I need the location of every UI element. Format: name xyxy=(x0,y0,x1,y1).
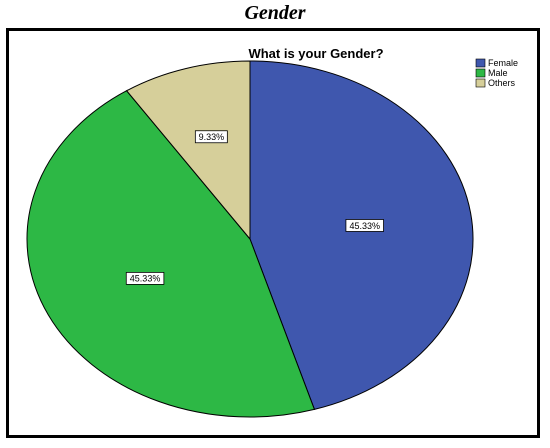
slice-label-female: 45.33% xyxy=(345,219,384,232)
legend-label-female: Female xyxy=(488,58,518,68)
pie-slice-others xyxy=(125,60,251,241)
legend-label-male: Male xyxy=(488,68,508,78)
legend-swatch-others xyxy=(475,78,486,88)
pie-slice-female xyxy=(249,60,474,410)
legend-label-others: Others xyxy=(488,78,516,88)
legend-swatch-female xyxy=(475,58,486,68)
slice-labels: 45.33% 45.33% 9.33% xyxy=(125,130,384,285)
chart-title: What is your Gender? xyxy=(248,46,383,61)
slice-label-text: 9.33% xyxy=(199,132,225,142)
pie-slices xyxy=(26,60,474,418)
slice-label-box xyxy=(125,272,165,285)
slice-label-text: 45.33% xyxy=(349,221,380,231)
pie-slice-male xyxy=(26,90,316,418)
legend-swatch-male xyxy=(475,68,486,78)
slice-label-others: 9.33% xyxy=(194,130,228,144)
slice-label-box xyxy=(194,130,228,144)
slice-label-box xyxy=(345,219,384,232)
slice-label-text: 45.33% xyxy=(130,274,161,284)
slice-label-male: 45.33% xyxy=(125,272,165,285)
figure-caption: Gender xyxy=(244,2,306,24)
